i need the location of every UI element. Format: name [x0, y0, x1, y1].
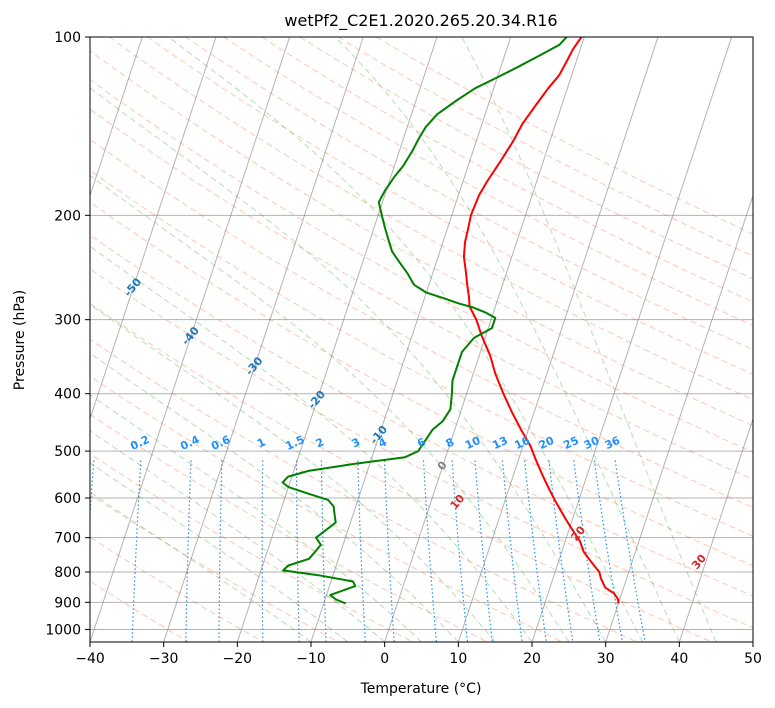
sounding-profiles: [281, 37, 620, 605]
plot-frame: [89, 36, 754, 643]
y-tick-label: 1000: [45, 622, 81, 638]
x-tick-label: 10: [449, 651, 467, 667]
dry-adiabat: [147, 37, 753, 375]
mixing-ratio-line: [593, 460, 623, 642]
mixing-ratio-label: 20: [537, 434, 557, 452]
mixing-ratio-label: 10: [463, 434, 483, 452]
moist-adiabat: [90, 304, 496, 642]
x-tick-label: −30: [149, 651, 179, 667]
y-tick-label: 500: [54, 444, 81, 460]
dry-adiabat: [90, 453, 414, 642]
isotherm-line: [90, 37, 143, 198]
moist-adiabat: [168, 37, 643, 642]
isotherm-line: [90, 37, 217, 421]
y-tick-label: 600: [54, 491, 81, 507]
mixing-ratio-label: 30: [582, 434, 602, 452]
moist-adiabat: [90, 174, 570, 642]
dry-adiabat: [90, 169, 753, 537]
mixing-ratio-line: [573, 460, 601, 642]
dry-adiabat: [90, 201, 753, 567]
isotherm-line: [457, 37, 659, 642]
x-tick-label: −10: [296, 651, 326, 667]
isotherm-line: [90, 37, 291, 642]
dry-adiabat: [109, 37, 753, 401]
mixing-ratio-label: 25: [561, 434, 580, 452]
y-tick-label: 700: [54, 531, 81, 547]
isotherm-line: [531, 37, 733, 642]
mixing-ratio-label: 16: [513, 434, 533, 452]
y-axis: 100 200 300 400 500 600 700 800 900 1000: [45, 30, 90, 638]
isotherm-line: [236, 37, 438, 642]
moist-adiabat: [90, 352, 459, 642]
x-tick-label: −20: [223, 651, 253, 667]
dry-adiabat: [90, 268, 753, 629]
x-tick-label: 50: [744, 651, 762, 667]
dry-adiabat: [90, 375, 563, 642]
moist-adiabat: [90, 245, 533, 642]
y-tick-label: 300: [54, 313, 81, 329]
moist-adiabat: [90, 430, 386, 642]
y-tick-label: 400: [54, 387, 81, 403]
mixing-ratio-line: [501, 460, 523, 642]
x-tick-label: 40: [670, 651, 688, 667]
mixing-ratio-line: [548, 460, 574, 642]
isotherm-line: [384, 37, 585, 642]
chart-title: wetPf2_C2E1.2020.265.20.34.R16: [284, 11, 557, 31]
moist-adiabat: [334, 37, 680, 642]
dry-adiabat: [223, 37, 753, 327]
mixing-ratio-line: [614, 460, 646, 642]
dry-adiabat: [90, 302, 712, 642]
temperature-profile: [462, 37, 620, 604]
dewpoint-profile: [281, 37, 568, 605]
isotherms: [90, 37, 753, 642]
dry-adiabat: [261, 37, 753, 303]
mixing-ratio-label: 13: [490, 434, 509, 452]
mixing-ratio-label: 36: [603, 434, 623, 452]
x-tick-label: −40: [75, 651, 105, 667]
y-tick-label: 200: [54, 208, 81, 224]
dry-adiabat: [185, 37, 753, 351]
moist-adiabats: [90, 37, 717, 642]
y-tick-label: 900: [54, 595, 81, 611]
moist-adiabat: [90, 87, 607, 642]
x-axis: −40 −30 −20 −10 0 10 20 30 40 50: [75, 642, 762, 667]
x-tick-label: 30: [597, 651, 615, 667]
moist-adiabat: [461, 37, 717, 642]
y-axis-title: Pressure (hPa): [12, 290, 28, 390]
dry-adiabat: [90, 79, 753, 453]
pressure-gridlines: [90, 37, 753, 630]
isotherm-line: [310, 37, 512, 642]
dry-adiabat: [90, 50, 753, 427]
isotherm-line: [163, 37, 364, 642]
moist-adiabat: [90, 462, 349, 642]
moist-adiabat: [90, 394, 422, 642]
isotherm-line: [678, 417, 753, 642]
y-tick-label: 100: [54, 30, 81, 46]
x-tick-label: 0: [380, 651, 389, 667]
y-tick-label: 800: [54, 565, 81, 581]
isotherm-line: [605, 193, 753, 642]
x-tick-label: 20: [523, 651, 541, 667]
x-axis-title: Temperature (°C): [360, 681, 482, 697]
